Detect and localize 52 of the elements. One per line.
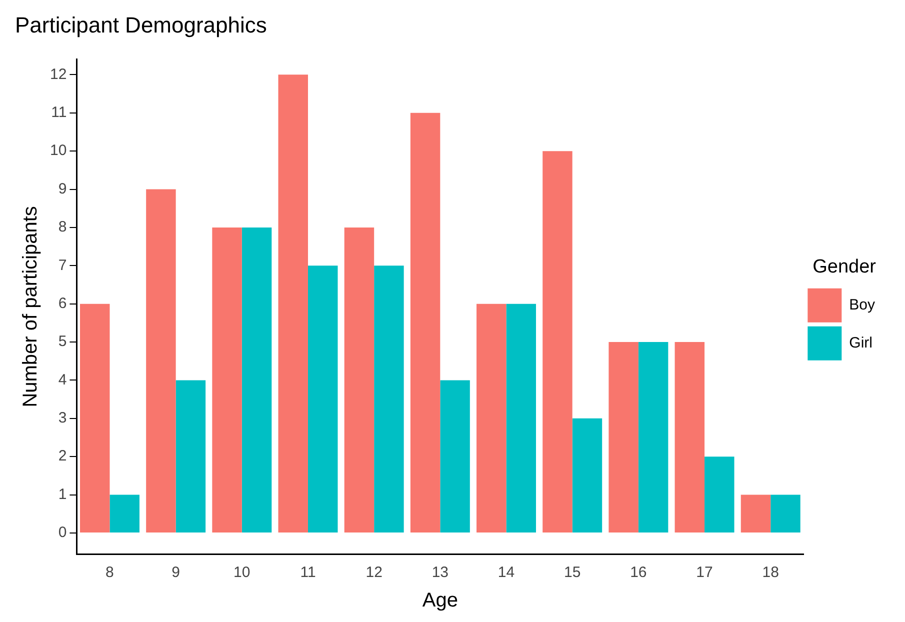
y-tick-label: 7 [58, 256, 67, 274]
bar [608, 342, 638, 532]
chart-title: Participant Demographics [15, 12, 267, 38]
y-tick-label: 8 [58, 218, 67, 236]
bar [572, 418, 602, 532]
x-tick-label: 15 [564, 564, 581, 582]
bar [674, 342, 705, 532]
bar [278, 74, 308, 532]
bar [80, 304, 110, 532]
legend-title: Gender [812, 256, 877, 278]
bar [770, 494, 800, 532]
bar [440, 380, 470, 532]
y-tick-label: 10 [50, 142, 67, 160]
x-tick-label: 16 [630, 564, 647, 582]
x-axis-title: Age [422, 590, 458, 612]
bar [212, 227, 242, 532]
x-tick-label: 8 [106, 564, 114, 582]
bar [506, 304, 536, 532]
y-tick-label: 12 [50, 66, 67, 83]
x-tick-label: 14 [498, 564, 515, 582]
bar [704, 456, 734, 532]
bar [410, 112, 440, 532]
bar [638, 342, 668, 532]
x-tick-label: 10 [234, 564, 250, 582]
x-tick-label: 18 [762, 564, 779, 582]
bar [344, 227, 374, 532]
bar [740, 494, 771, 532]
legend-label: Girl [849, 334, 872, 352]
x-tick-label: 11 [300, 564, 316, 582]
x-tick-label: 9 [172, 564, 180, 582]
x-tick-label: 13 [432, 564, 449, 582]
y-tick-label: 6 [58, 294, 67, 312]
y-tick-label: 3 [58, 410, 67, 427]
y-tick-label: 2 [58, 448, 67, 465]
bar [110, 494, 140, 532]
y-tick-label: 4 [58, 371, 67, 388]
bar [542, 151, 572, 532]
bar [146, 189, 176, 532]
y-tick-label: 9 [58, 180, 67, 198]
legend-label: Boy [849, 296, 876, 314]
bar [476, 304, 506, 532]
bar [308, 266, 338, 532]
bar [374, 266, 404, 532]
y-tick-label: 11 [51, 104, 67, 122]
y-tick-label: 5 [58, 333, 67, 350]
y-tick-label: 0 [58, 524, 67, 542]
y-tick-label: 1 [58, 486, 67, 503]
bar [176, 380, 206, 532]
y-axis-title: Number of participants [20, 206, 42, 408]
x-tick-label: 12 [366, 564, 382, 582]
x-tick-label: 17 [696, 564, 713, 582]
bar [242, 227, 272, 532]
